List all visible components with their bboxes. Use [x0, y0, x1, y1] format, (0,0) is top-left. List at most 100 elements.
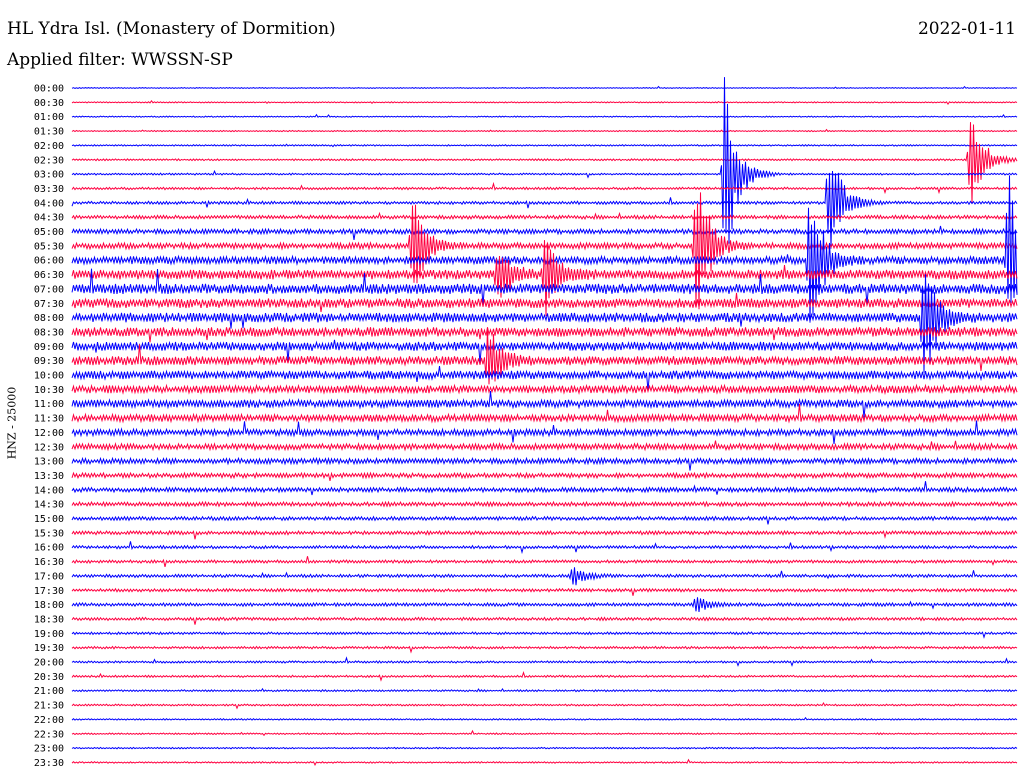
seismic-trace	[71, 339, 1018, 364]
seismic-trace	[71, 383, 1018, 396]
seismic-trace	[71, 645, 1018, 654]
seismic-trace	[71, 587, 1018, 596]
row-time-label: 08:00	[34, 313, 64, 324]
seismic-trace	[71, 274, 1018, 373]
seismic-trace	[71, 687, 1018, 693]
row-time-label: 04:30	[34, 213, 64, 224]
row-time-label: 09:30	[34, 356, 64, 367]
row-time-label: 21:30	[34, 701, 64, 712]
row-time-label: 03:30	[34, 184, 64, 195]
row-label-group: 00:00 00:30 01:00 01:30 02:00 02:30 03:00 03:30…	[34, 84, 64, 769]
seismic-trace	[71, 471, 1018, 482]
row-time-label: 09:00	[34, 342, 64, 353]
row-time-label: 13:30	[34, 471, 64, 482]
seismic-trace	[71, 716, 1018, 721]
seismic-trace	[71, 240, 1018, 317]
seismic-trace	[71, 143, 1018, 148]
row-time-label: 20:00	[34, 658, 64, 669]
row-time-label: 04:00	[34, 198, 64, 209]
row-time-label: 23:30	[34, 758, 64, 769]
row-time-label: 20:30	[34, 672, 64, 683]
row-time-label: 06:00	[34, 256, 64, 267]
seismic-trace	[71, 366, 1018, 392]
seismic-trace	[71, 99, 1018, 106]
seismic-trace	[71, 541, 1018, 555]
seismic-trace	[71, 128, 1018, 133]
seismic-trace	[71, 77, 1018, 244]
seismic-trace	[71, 122, 1018, 204]
seismic-trace	[71, 597, 1018, 612]
filter-label: Applied filter: WWSSN-SP	[7, 50, 233, 70]
row-time-label: 17:30	[34, 586, 64, 597]
row-time-label: 05:30	[34, 241, 64, 252]
row-time-label: 14:00	[34, 485, 64, 496]
row-time-label: 19:30	[34, 643, 64, 654]
row-time-label: 01:00	[34, 112, 64, 123]
row-time-label: 22:30	[34, 729, 64, 740]
row-time-label: 01:30	[34, 127, 64, 138]
seismic-trace	[71, 481, 1018, 496]
seismic-trace	[71, 211, 1018, 221]
row-time-label: 08:30	[34, 327, 64, 338]
seismic-trace	[71, 326, 1018, 343]
seismic-trace	[71, 85, 1018, 89]
seismic-trace	[71, 268, 1018, 306]
row-time-label: 16:30	[34, 557, 64, 568]
row-time-label: 23:00	[34, 744, 64, 755]
seismic-trace	[71, 181, 1018, 195]
row-time-label: 03:00	[34, 170, 64, 181]
seismic-trace	[71, 701, 1018, 710]
station-title: HL Ydra Isl. (Monastery of Dormition)	[7, 19, 336, 39]
row-time-label: 21:00	[34, 686, 64, 697]
row-time-label: 02:30	[34, 155, 64, 166]
row-time-label: 15:30	[34, 528, 64, 539]
seismic-trace	[71, 556, 1018, 568]
row-time-label: 11:00	[34, 399, 64, 410]
seismic-trace	[71, 567, 1018, 586]
seismic-trace	[71, 758, 1018, 767]
row-time-label: 15:00	[34, 514, 64, 525]
row-time-label: 22:00	[34, 715, 64, 726]
row-time-label: 12:30	[34, 442, 64, 453]
row-time-label: 11:30	[34, 414, 64, 425]
row-time-label: 06:30	[34, 270, 64, 281]
row-time-label: 13:00	[34, 457, 64, 468]
seismic-trace	[71, 656, 1018, 667]
row-time-label: 10:00	[34, 371, 64, 382]
seismic-trace	[71, 420, 1018, 445]
record-date: 2022-01-11	[917, 19, 1016, 39]
seismic-trace	[71, 170, 1018, 249]
seismic-trace	[71, 390, 1018, 418]
row-time-label: 16:00	[34, 543, 64, 554]
seismic-trace	[71, 327, 1018, 385]
row-time-label: 14:30	[34, 500, 64, 511]
row-time-label: 07:30	[34, 299, 64, 310]
seismic-trace	[71, 616, 1018, 625]
row-time-label: 12:00	[34, 428, 64, 439]
seismic-trace	[71, 729, 1018, 737]
seismic-trace	[71, 225, 1018, 240]
seismic-trace	[71, 440, 1018, 452]
row-time-label: 18:30	[34, 614, 64, 625]
row-time-label: 07:00	[34, 284, 64, 295]
seismic-trace	[71, 404, 1018, 424]
row-time-label: 19:00	[34, 629, 64, 640]
seismic-trace	[71, 670, 1018, 682]
row-time-label: 00:00	[34, 84, 64, 95]
seismic-trace	[71, 292, 1018, 313]
seismic-trace	[71, 529, 1018, 540]
seismic-trace	[71, 631, 1018, 639]
seismic-trace	[71, 113, 1018, 118]
row-time-label: 00:30	[34, 98, 64, 109]
row-time-label: 02:00	[34, 141, 64, 152]
row-time-label: 18:00	[34, 600, 64, 611]
seismic-trace	[71, 456, 1018, 471]
row-time-label: 05:00	[34, 227, 64, 238]
row-time-label: 10:30	[34, 385, 64, 396]
seismic-trace	[71, 500, 1018, 508]
trace-group	[71, 77, 1018, 767]
seismic-trace	[71, 515, 1018, 525]
seismic-trace	[71, 746, 1018, 750]
row-time-label: 17:00	[34, 571, 64, 582]
